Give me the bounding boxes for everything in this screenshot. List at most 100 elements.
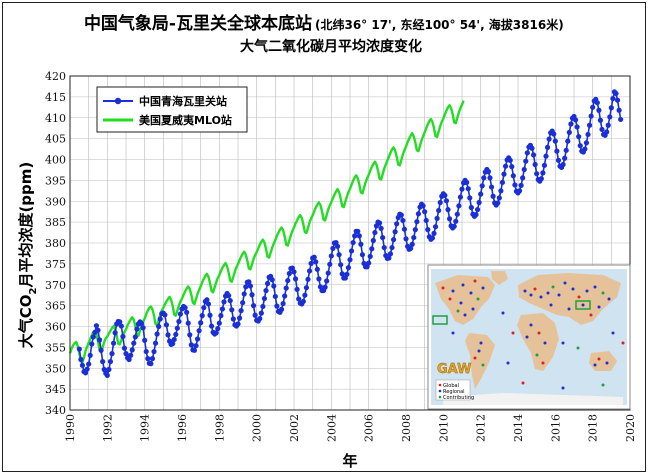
data-point-wali [490,193,496,199]
data-point-wali [481,175,487,181]
data-point-wali [96,337,103,343]
data-point-wali [359,252,366,258]
data-point-wali [532,161,538,168]
data-point-wali [292,276,299,282]
data-point-wali [516,188,523,194]
y-tick-label: 410 [45,112,66,125]
data-point-wali [208,323,215,329]
data-point-wali [566,129,572,135]
map-station-dot [541,361,545,365]
data-point-wali [596,107,602,113]
data-point-wali [534,171,540,177]
map-station-dot [597,357,601,361]
map-station-dot [581,303,585,307]
data-point-wali [431,230,437,236]
data-point-wali [193,343,199,349]
data-point-wali [285,277,291,284]
data-point-wali [272,293,278,300]
data-point-wali [389,244,395,251]
data-point-wali [434,215,440,221]
data-point-wali [176,318,182,325]
data-point-wali [588,113,594,119]
map-station-dot [481,286,485,290]
data-point-wali [305,276,311,282]
map-station-dot [597,305,601,309]
x-tick-label: 2020 [624,414,637,442]
data-point-wali [487,175,493,181]
map-antarctica [443,393,623,405]
map-station-dot [521,381,525,385]
data-point-wali [610,95,616,102]
map-station-dot [463,313,467,317]
y-tick-label: 375 [45,258,66,271]
map-station-dot [473,356,477,360]
data-point-wali [400,217,406,224]
map-station-dot [448,297,452,301]
map-station-dot [561,386,565,390]
data-point-wali [530,152,537,158]
data-point-wali [582,146,588,152]
data-point-wali [132,334,138,340]
data-point-wali [464,179,470,186]
data-point-wali [498,188,504,194]
data-point-wali [445,207,451,213]
map-station-dot [621,341,625,345]
data-point-wali [271,283,277,289]
data-point-wali [154,331,160,337]
data-point-wali [479,183,485,189]
data-point-wali [390,237,397,243]
data-point-wali [465,186,471,192]
x-tick-label: 2000 [251,414,264,442]
map-station-dot [543,341,547,345]
data-point-wali [286,270,292,277]
data-point-wali [278,306,285,312]
data-point-wali [540,170,546,176]
x-tick-label: 1994 [139,414,152,442]
inset-legend-global: Global [443,383,459,389]
x-axis-title: 年 [342,452,357,470]
data-point-wali [257,315,263,322]
y-axis-title-part1: 大气CO [17,295,35,349]
map-station-dot [563,281,567,285]
x-tick-label: 1992 [101,414,114,442]
x-tick-label: 2018 [587,414,600,442]
map-station-dot [601,383,605,387]
data-point-wali [249,292,255,298]
data-point-wali [473,212,479,218]
data-point-wali [378,225,384,231]
data-point-wali [89,341,95,347]
data-point-wali [485,169,492,175]
data-point-wali [594,100,600,106]
data-point-wali [436,207,442,214]
data-point-wali [240,300,246,306]
map-station-dot [585,289,589,293]
x-tick-label: 1990 [64,414,77,442]
data-point-wali [348,248,355,254]
data-point-wali [381,244,387,251]
inset-legend-box [435,379,471,401]
data-point-wali [613,90,619,97]
data-point-wali [355,228,361,234]
data-point-wali [196,328,202,334]
data-point-wali [109,351,115,357]
data-point-wali [616,107,622,113]
data-point-wali [366,260,372,266]
data-point-wali [583,140,590,146]
data-point-wali [221,299,227,305]
data-point-wali [523,158,529,164]
data-point-wali [328,253,334,259]
data-point-wali [474,207,481,213]
series-layer [68,89,624,378]
data-point-wali [420,203,426,209]
y-tick-label: 370 [45,279,66,292]
y-tick-label: 350 [45,362,66,375]
data-point-wali [322,284,328,290]
data-point-wali [370,237,376,244]
chart-title-note: (北纬36° 17', 东经100° 54', 海拔3816米) [315,17,564,32]
map-station-dot [506,361,510,365]
data-point-wali [110,340,117,346]
data-point-wali [338,262,344,268]
x-tick-label: 2004 [325,414,338,442]
plot-border [69,75,631,411]
map-station-dot [461,283,465,287]
